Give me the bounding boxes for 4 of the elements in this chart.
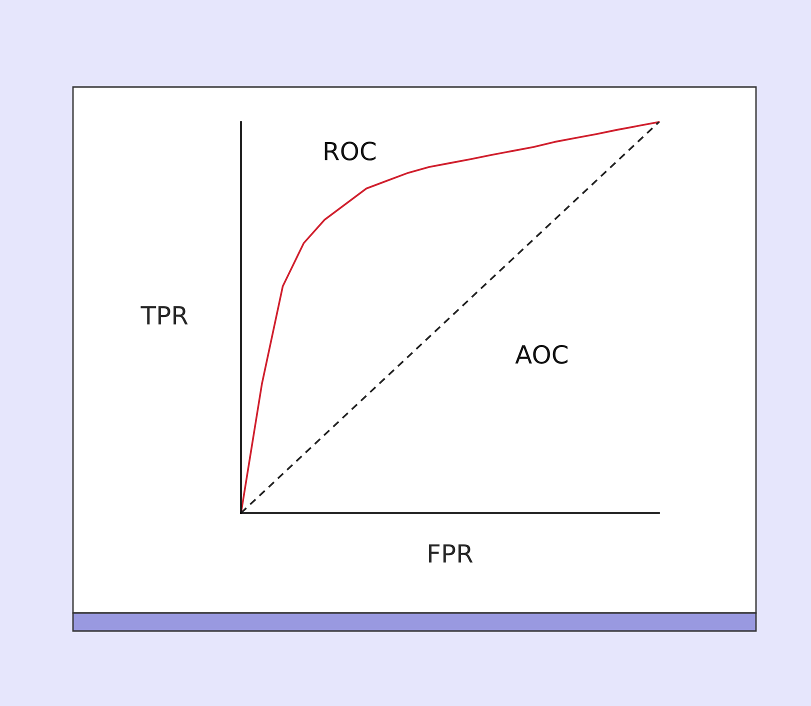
series-label: ROC xyxy=(324,142,376,161)
annotation: AOC xyxy=(515,344,568,364)
y-axis-title: TPR xyxy=(140,306,188,324)
x-axis-title: FPR xyxy=(429,544,473,563)
